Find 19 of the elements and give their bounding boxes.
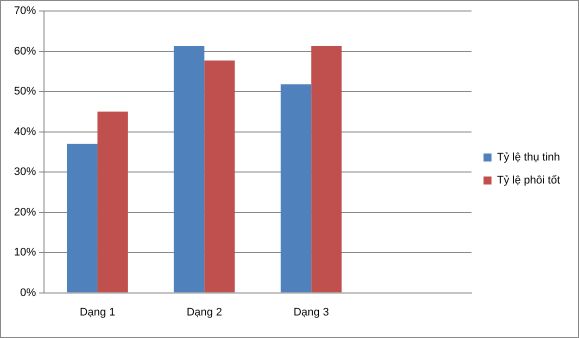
legend-label: Tỷ lệ phôi tốt	[497, 174, 560, 187]
y-tick-label: 10%	[14, 246, 36, 259]
y-tick-label: 70%	[14, 5, 36, 18]
bar	[174, 46, 204, 292]
x-tick-label: Dạng 2	[186, 306, 222, 318]
bar	[204, 60, 235, 292]
x-tick-label: Dạng 3	[293, 306, 329, 318]
y-tick-label: 50%	[14, 86, 36, 98]
y-tick-label: 40%	[14, 126, 36, 138]
bar	[66, 144, 98, 292]
bar	[97, 112, 128, 292]
bar	[311, 46, 342, 292]
y-tick-label: 20%	[14, 206, 36, 218]
y-tick-label: 30%	[14, 166, 36, 178]
y-tick-label: 60%	[14, 45, 36, 58]
y-tick-label: 0%	[20, 286, 36, 299]
x-tick-label: Dạng 1	[80, 306, 116, 318]
bar	[280, 84, 312, 292]
legend-label: Tỷ lệ thụ tinh	[497, 152, 560, 164]
